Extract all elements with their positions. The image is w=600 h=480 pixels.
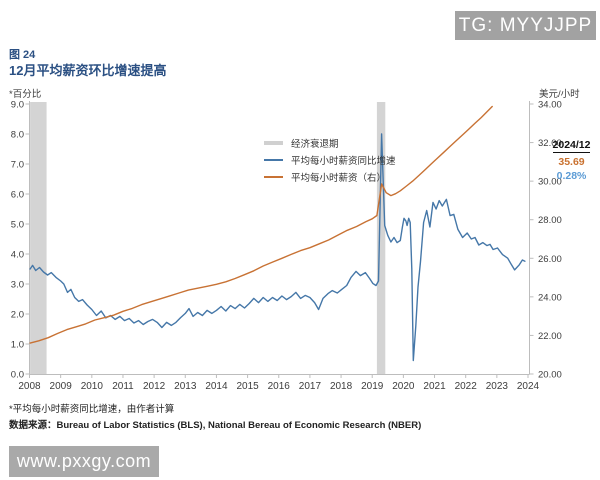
right-tick-label: 26.00 xyxy=(538,254,562,265)
left-tick-label: 0.0 xyxy=(11,370,24,381)
left-tick-label: 1.0 xyxy=(11,340,24,351)
latest-value-annotation: 2024/12 35.69 0.28% xyxy=(548,135,595,182)
left-tick-label: 3.0 xyxy=(11,280,24,291)
legend-label: 平均每小时薪资（右） xyxy=(291,172,387,184)
x-tick-label: 2022 xyxy=(455,381,478,392)
left-tick-label: 9.0 xyxy=(11,100,24,111)
right-tick-label: 30.00 xyxy=(538,177,562,188)
right-tick-label: 24.00 xyxy=(538,292,562,303)
x-tick-label: 2014 xyxy=(205,381,228,392)
hourly-wage-series-line xyxy=(29,105,493,344)
x-tick-label: 2018 xyxy=(330,381,353,392)
right-tick-label: 32.00 xyxy=(538,138,562,149)
right-tick-label: 20.00 xyxy=(538,370,562,381)
left-axis-unit-label: *百分比 xyxy=(9,89,42,100)
x-tick-label: 2013 xyxy=(174,381,197,392)
annotation-date: 2024/12 xyxy=(552,139,591,153)
annotation-growth-value: 0.28% xyxy=(556,170,587,182)
blue-line-swatch xyxy=(264,158,283,161)
left-tick-label: 8.0 xyxy=(11,130,24,141)
recession-band-swatch xyxy=(264,140,283,145)
x-tick-label: 2012 xyxy=(143,381,166,392)
x-tick-label: 2010 xyxy=(81,381,104,392)
right-tick-label: 34.00 xyxy=(538,100,562,111)
legend-item-yoy-growth: 平均每小时薪资同比增速 xyxy=(264,151,396,168)
legend: 经济衰退期 平均每小时薪资同比增速 平均每小时薪资（右） xyxy=(264,134,396,185)
footnote-source: 数据来源：Bureau of Labor Statistics (BLS), N… xyxy=(9,420,422,431)
x-tick-label: 2024 xyxy=(517,381,540,392)
x-tick-label: 2023 xyxy=(486,381,509,392)
page-title: 12月平均薪资环比增速提高 xyxy=(9,63,167,78)
legend-label: 平均每小时薪资同比增速 xyxy=(291,155,396,167)
recession-band xyxy=(30,102,47,375)
x-tick-label: 2019 xyxy=(361,381,384,392)
right-tick-label: 28.00 xyxy=(538,215,562,226)
annotation-wage-value: 35.69 xyxy=(558,156,585,168)
watermark-website: www.pxxgy.com xyxy=(9,446,159,477)
left-tick-label: 4.0 xyxy=(11,250,24,261)
left-tick-label: 7.0 xyxy=(11,160,24,171)
x-tick-label: 2011 xyxy=(112,381,134,392)
x-tick-label: 2015 xyxy=(236,381,259,392)
x-tick-label: 2008 xyxy=(18,381,41,392)
figure-number: 图 24 xyxy=(9,49,36,61)
left-tick-label: 5.0 xyxy=(11,220,24,231)
legend-label: 经济衰退期 xyxy=(291,138,339,150)
yoy-growth-series-line xyxy=(29,133,526,362)
left-tick-label: 6.0 xyxy=(11,190,24,201)
x-tick-label: 2020 xyxy=(392,381,415,392)
orange-line-swatch xyxy=(264,175,283,178)
watermark-telegram: TG: MYYJJPP xyxy=(455,11,596,40)
legend-item-hourly-wage: 平均每小时薪资（右） xyxy=(264,168,396,185)
recession-band xyxy=(376,102,386,375)
x-tick-label: 2021 xyxy=(423,381,446,392)
left-tick-label: 2.0 xyxy=(11,310,24,321)
footnote-calculation: *平均每小时薪资同比增速，由作者计算 xyxy=(9,404,175,415)
right-axis-unit-label: 美元/小时 xyxy=(539,89,580,100)
legend-item-recession: 经济衰退期 xyxy=(264,134,396,151)
right-tick-label: 22.00 xyxy=(538,331,562,342)
x-tick-label: 2016 xyxy=(268,381,291,392)
x-tick-label: 2009 xyxy=(50,381,73,392)
x-tick-label: 2017 xyxy=(299,381,322,392)
